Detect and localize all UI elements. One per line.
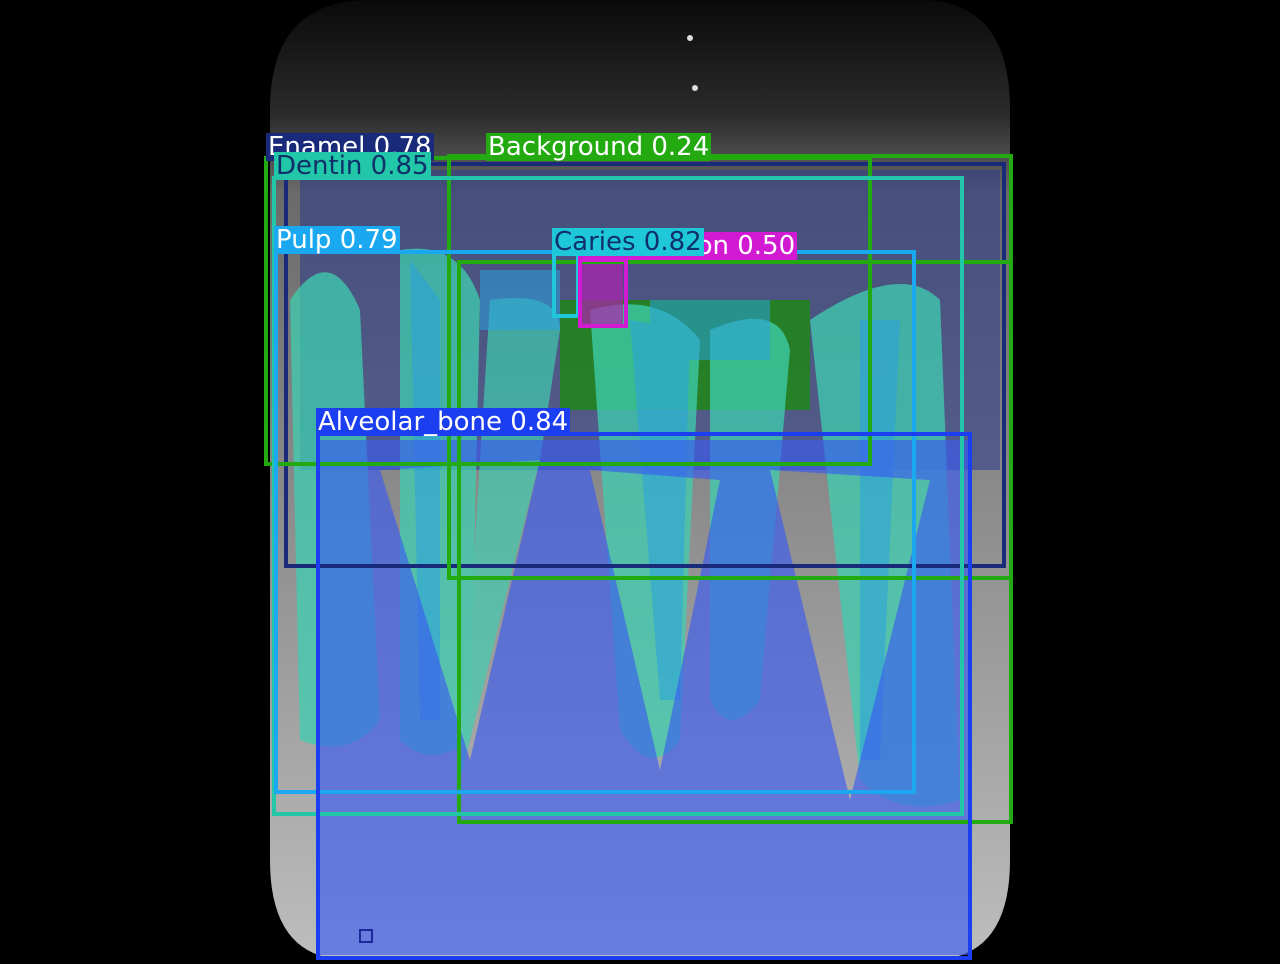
caries-box [552, 252, 580, 318]
restoration-box [578, 258, 628, 328]
restoration-mask [581, 262, 623, 324]
artifact-mark [359, 929, 373, 943]
dentin-label: Dentin 0.85 [274, 151, 431, 181]
alveolar-bone-label: Alveolar_bone 0.84 [316, 407, 571, 437]
enamel-box [284, 162, 1006, 568]
background-label: Background 0.24 [486, 132, 712, 162]
dust-spot [687, 35, 693, 41]
pulp-label: Pulp 0.79 [274, 225, 400, 255]
alveolar-bone-box [316, 432, 972, 960]
dust-spot [692, 85, 698, 91]
caries-label: Caries 0.82 [552, 227, 704, 257]
background-box-3 [457, 260, 1013, 824]
alveolar-bone-mask [318, 440, 968, 955]
